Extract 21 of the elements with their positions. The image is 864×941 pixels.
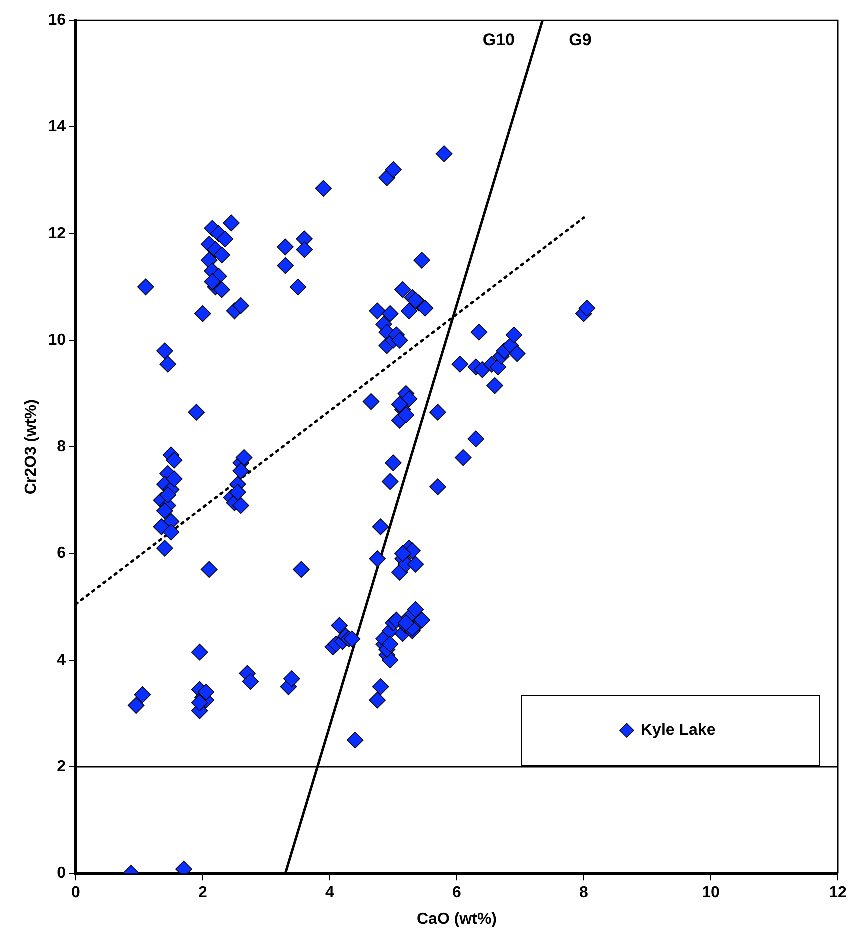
- y-tick-label: 12: [48, 225, 66, 242]
- y-tick-label: 16: [48, 12, 66, 30]
- legend-label: Kyle Lake: [641, 722, 716, 740]
- x-tick-label: 4: [326, 884, 335, 902]
- x-tick-label: 8: [580, 884, 589, 902]
- y-tick-label: 10: [48, 332, 66, 349]
- y-tick-label: 14: [48, 118, 66, 136]
- x-tick-label: 12: [829, 884, 847, 902]
- x-tick-label: 10: [702, 884, 720, 902]
- annotation: G9: [569, 30, 592, 50]
- y-axis-title: Cr2O3 (wt%): [23, 400, 40, 495]
- y-tick-label: 6: [57, 545, 66, 562]
- y-tick-label: 4: [57, 652, 66, 669]
- x-tick-label: 0: [72, 884, 81, 902]
- y-tick-label: 0: [57, 865, 66, 882]
- annotation: G10: [482, 30, 515, 50]
- y-tick-label: 8: [57, 438, 66, 456]
- x-tick-label: 2: [198, 884, 208, 902]
- x-axis-title: CaO (wt%): [417, 910, 497, 928]
- x-tick-label: 6: [452, 884, 462, 902]
- y-tick-label: 2: [57, 758, 66, 776]
